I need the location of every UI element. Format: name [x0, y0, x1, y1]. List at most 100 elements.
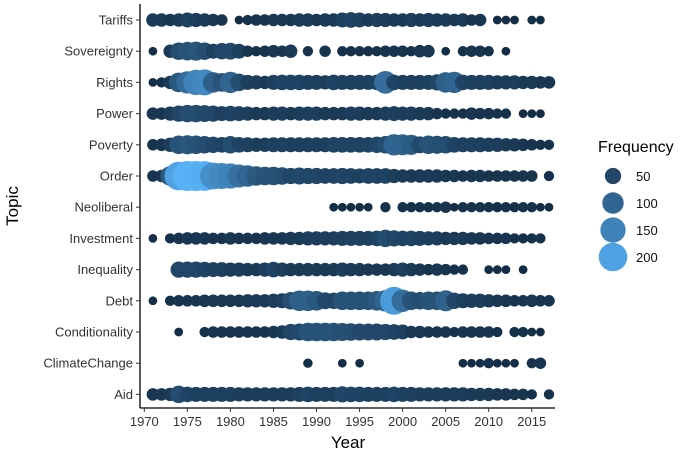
data-point [355, 202, 364, 212]
data-point [363, 202, 373, 212]
data-point [431, 107, 443, 120]
data-point [465, 45, 478, 57]
data-point [148, 234, 158, 243]
data-point [251, 46, 262, 57]
data-point [224, 294, 237, 308]
data-point [517, 388, 529, 401]
data-point [457, 326, 469, 338]
y-tick-label: Rights [96, 75, 133, 90]
data-point [535, 139, 546, 150]
data-point [449, 264, 460, 275]
data-point [422, 263, 435, 276]
data-point [483, 358, 494, 369]
data-point [500, 232, 512, 245]
y-tick-label: Tariffs [99, 13, 134, 28]
y-tick-label: Inequality [77, 262, 133, 277]
data-point [527, 327, 537, 337]
data-point [491, 232, 504, 245]
legend-key [602, 192, 624, 214]
data-point [542, 76, 556, 89]
data-point [172, 295, 185, 307]
y-tick-label: Neoliberal [74, 200, 133, 215]
data-point [215, 294, 229, 308]
data-point [413, 44, 427, 58]
data-point [499, 294, 513, 308]
points-layer [146, 12, 556, 404]
x-tick-label: 1970 [130, 414, 159, 429]
data-point [250, 14, 262, 26]
data-point [198, 232, 211, 245]
data-point [259, 45, 271, 57]
x-axis-title: Year [331, 433, 366, 452]
x-tick-label: 2015 [517, 414, 546, 429]
data-point [482, 232, 495, 245]
data-point [421, 106, 436, 121]
data-point [146, 107, 160, 120]
data-point [492, 326, 503, 338]
data-point [206, 294, 220, 308]
data-point [457, 202, 469, 213]
data-point [508, 388, 521, 401]
data-point [482, 326, 495, 338]
data-point [303, 358, 313, 368]
legend: Frequency 50 100 150 200 [598, 139, 674, 272]
data-point [534, 295, 547, 307]
data-point [414, 202, 425, 213]
data-point [241, 326, 254, 338]
data-point [491, 388, 504, 401]
data-point [543, 389, 555, 400]
legend-key [598, 242, 628, 272]
data-point [510, 358, 519, 368]
data-point [206, 13, 220, 27]
data-point [483, 46, 494, 57]
data-point [491, 170, 504, 182]
data-point [501, 15, 511, 25]
legend-label: 100 [636, 196, 658, 211]
data-point [423, 202, 434, 213]
data-point [148, 296, 158, 306]
data-point [422, 44, 435, 58]
data-point [474, 326, 486, 338]
data-point [164, 295, 176, 306]
data-point [267, 44, 280, 58]
data-point [465, 107, 478, 120]
legend-label: 50 [636, 169, 650, 184]
x-tick-label: 1980 [216, 414, 245, 429]
data-point [448, 169, 461, 183]
data-point [388, 45, 400, 57]
data-point [482, 107, 495, 120]
legend-key [604, 167, 622, 185]
data-point [492, 265, 502, 274]
data-point [492, 15, 502, 25]
data-point [413, 325, 427, 339]
data-point [355, 358, 364, 368]
data-point [509, 233, 520, 244]
data-point [457, 264, 469, 275]
data-point [233, 232, 245, 245]
data-point [329, 202, 339, 212]
data-point [518, 109, 528, 118]
data-point [465, 232, 478, 245]
data-point [216, 14, 228, 26]
data-point [337, 202, 347, 212]
data-point [526, 233, 537, 244]
y-tick-label: Investment [69, 231, 133, 246]
data-point [224, 326, 237, 338]
data-point [501, 46, 511, 56]
data-point [527, 109, 537, 118]
y-tick-label: ClimateChange [43, 356, 133, 371]
data-point [508, 295, 521, 307]
data-point [250, 232, 262, 245]
data-point [216, 326, 228, 338]
data-point [474, 45, 486, 57]
legend-label: 200 [636, 250, 658, 265]
y-tick-label: Power [96, 106, 134, 121]
data-point [517, 233, 529, 244]
data-point [536, 15, 545, 25]
data-point [430, 169, 444, 183]
data-point [484, 265, 494, 274]
data-point [510, 15, 519, 25]
data-point [207, 326, 219, 338]
data-point [224, 232, 237, 245]
